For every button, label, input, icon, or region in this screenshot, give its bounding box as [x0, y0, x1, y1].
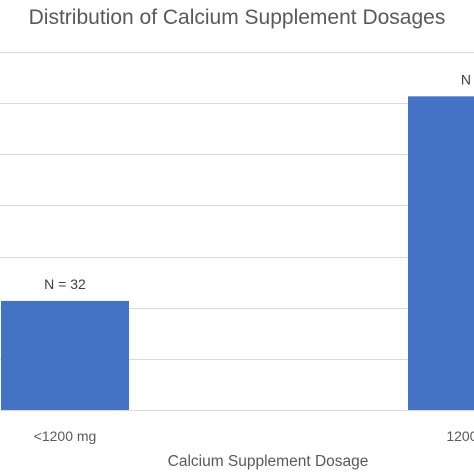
x-axis-title: Calcium Supplement Dosage [168, 453, 369, 470]
x-tick-label: 1200 - 1 [446, 428, 474, 444]
x-tick-label: <1200 mg [34, 428, 97, 444]
data-label: N = 32 [44, 276, 86, 292]
data-labels: N = 32 N = [44, 71, 474, 292]
data-label: N = [461, 71, 474, 87]
chart-title: Distribution of Calcium Supplement Dosag… [29, 6, 446, 29]
bar [408, 96, 474, 411]
bar [1, 300, 129, 410]
category-tick-labels: <1200 mg 1200 - 1 [34, 428, 474, 444]
bars [1, 96, 474, 411]
